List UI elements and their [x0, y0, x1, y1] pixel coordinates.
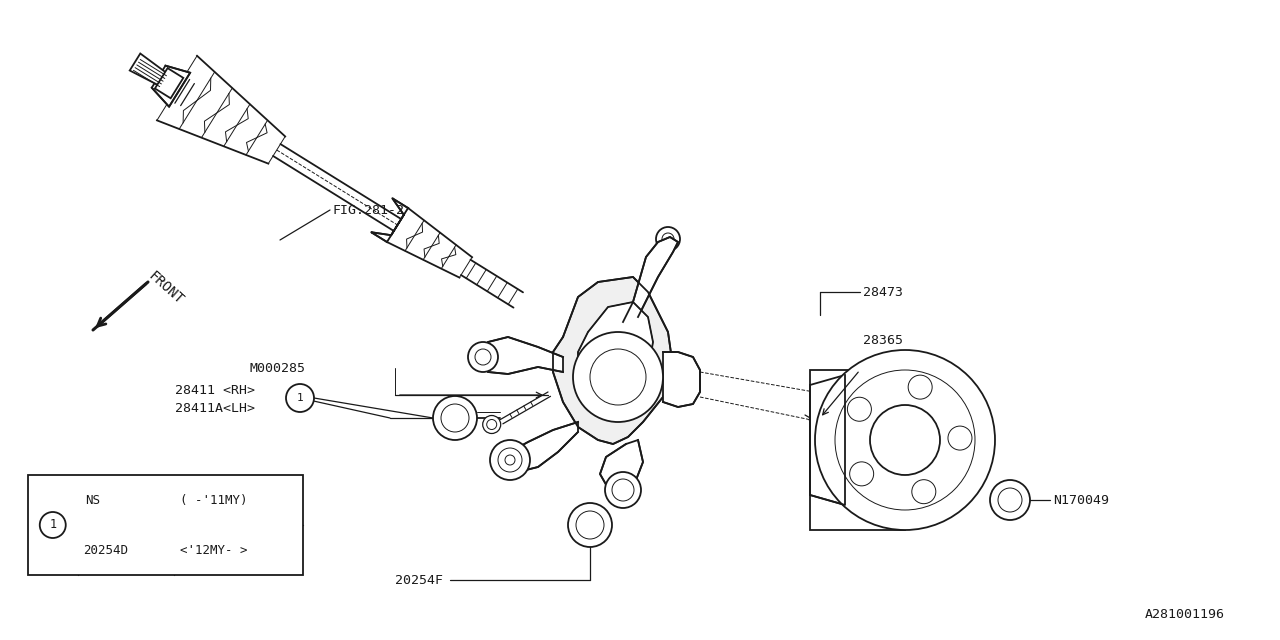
Bar	[28, 475, 303, 575]
Circle shape	[483, 415, 500, 433]
Text: FIG.281-2: FIG.281-2	[333, 204, 404, 216]
Circle shape	[989, 480, 1030, 520]
Circle shape	[870, 405, 940, 475]
Text: 28411 <RH>: 28411 <RH>	[175, 383, 255, 397]
Polygon shape	[155, 68, 183, 99]
Text: NS: NS	[86, 493, 101, 506]
Polygon shape	[553, 277, 673, 444]
Polygon shape	[371, 198, 408, 242]
Circle shape	[847, 397, 872, 421]
Circle shape	[573, 332, 663, 422]
Circle shape	[486, 419, 497, 429]
Circle shape	[657, 227, 680, 251]
Text: 28365: 28365	[863, 333, 902, 346]
Circle shape	[948, 426, 972, 450]
Circle shape	[475, 349, 492, 365]
Circle shape	[40, 512, 65, 538]
Circle shape	[442, 404, 468, 432]
Text: 28411A<LH>: 28411A<LH>	[175, 401, 255, 415]
Circle shape	[662, 233, 675, 245]
Circle shape	[506, 455, 515, 465]
Polygon shape	[663, 352, 700, 407]
Text: FRONT: FRONT	[146, 269, 186, 307]
Text: 1: 1	[297, 393, 303, 403]
Polygon shape	[579, 302, 653, 417]
Polygon shape	[623, 237, 678, 322]
Circle shape	[568, 503, 612, 547]
Circle shape	[576, 511, 604, 539]
Circle shape	[850, 462, 874, 486]
Polygon shape	[152, 66, 191, 107]
Circle shape	[468, 342, 498, 372]
Circle shape	[490, 440, 530, 480]
Text: ( -'11MY): ( -'11MY)	[179, 493, 247, 506]
Text: 1: 1	[49, 518, 56, 531]
Text: N170049: N170049	[1053, 493, 1108, 506]
Circle shape	[605, 472, 641, 508]
Polygon shape	[483, 337, 563, 374]
Polygon shape	[508, 422, 579, 472]
Polygon shape	[810, 375, 845, 505]
Circle shape	[498, 448, 522, 472]
Circle shape	[909, 375, 932, 399]
Polygon shape	[129, 54, 170, 88]
Text: A281001196: A281001196	[1146, 609, 1225, 621]
Text: 28473: 28473	[863, 285, 902, 298]
Circle shape	[998, 488, 1021, 512]
Circle shape	[911, 480, 936, 504]
Text: M000285: M000285	[250, 362, 306, 374]
Circle shape	[285, 384, 314, 412]
Circle shape	[815, 350, 995, 530]
Bar	[810, 370, 905, 530]
Circle shape	[590, 349, 646, 405]
Text: <'12MY- >: <'12MY- >	[179, 543, 247, 557]
Circle shape	[433, 396, 477, 440]
Polygon shape	[600, 440, 643, 490]
Text: 20254F: 20254F	[396, 573, 443, 586]
Text: 20254D: 20254D	[83, 543, 128, 557]
Circle shape	[612, 479, 634, 501]
Circle shape	[835, 370, 975, 510]
